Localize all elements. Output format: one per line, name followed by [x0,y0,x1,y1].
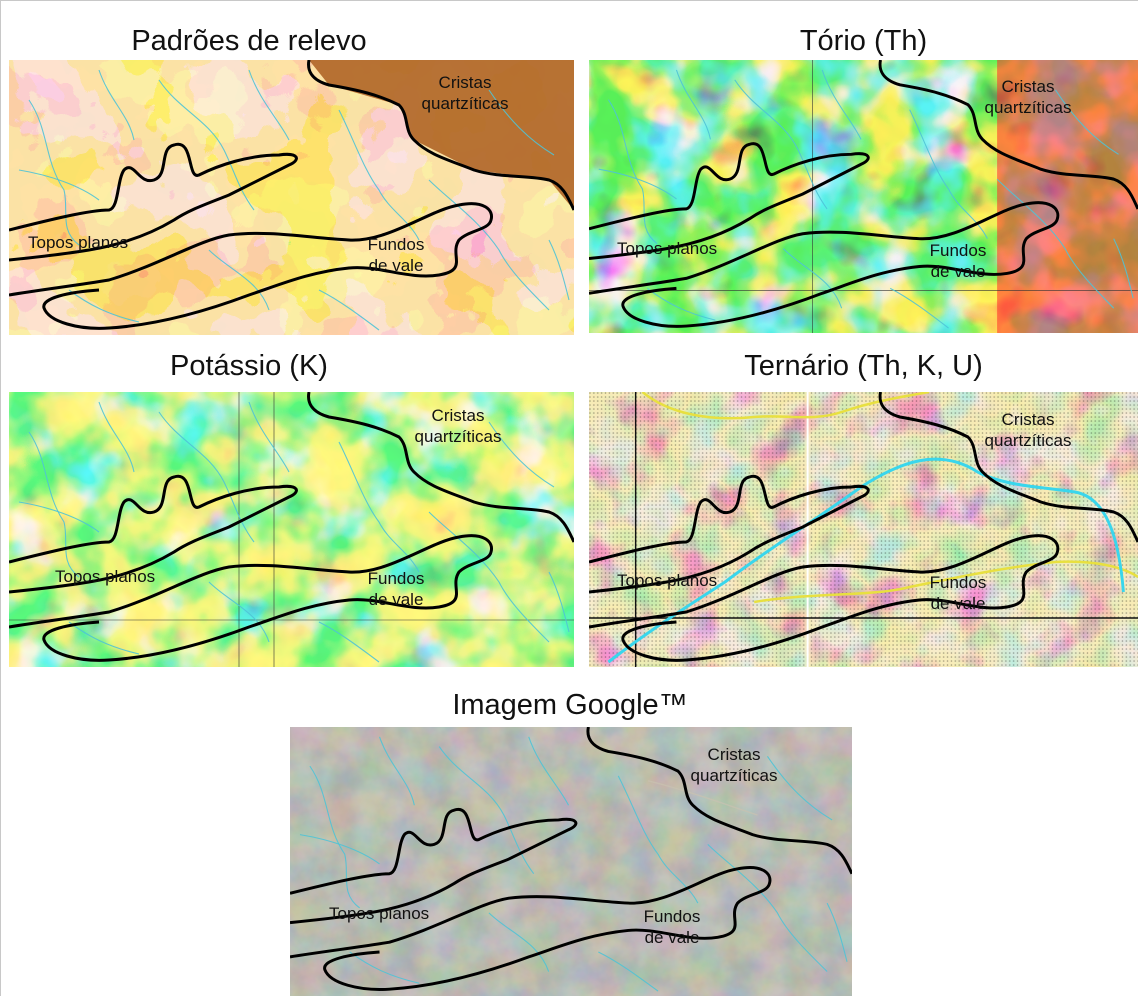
label-fundos-relevo: Fundos de vale [367,235,425,275]
map-panel-potassio [9,392,574,667]
map-panel-google [290,727,852,996]
label-fundos-torio: Fundos de vale [929,241,987,281]
label-cristas-relevo: Cristas quartzíticas [421,73,509,113]
label-topos-torio: Topos planos [617,239,718,258]
panel-title-ternario: Ternário (Th, K, U) [744,350,983,382]
label-fundos-ternario: Fundos de vale [929,573,987,613]
label-topos-relevo: Topos planos [28,233,129,252]
panel-title-relevo: Padrões de relevo [131,25,367,57]
label-cristas-google: Cristas quartzíticas [690,745,778,785]
label-topos-ternario: Topos planos [617,571,718,590]
frame-top-border [0,0,1138,1]
map-panel-relevo [9,60,574,335]
panel-title-google: Imagem Google™ [452,689,688,721]
map-panel-torio [589,60,1138,333]
label-topos-google: Topos planos [329,904,430,923]
panel-title-torio: Tório (Th) [799,25,928,57]
panel-title-potassio: Potássio (K) [170,350,328,382]
label-cristas-potassio: Cristas quartzíticas [414,406,502,446]
label-fundos-potassio: Fundos de vale [367,569,425,609]
label-cristas-ternario: Cristas quartzíticas [984,410,1072,450]
frame-left-border [0,0,1,996]
label-cristas-torio: Cristas quartzíticas [984,77,1072,117]
label-fundos-google: Fundos de vale [643,907,701,947]
label-topos-potassio: Topos planos [55,567,156,586]
map-panel-ternario [589,392,1138,667]
